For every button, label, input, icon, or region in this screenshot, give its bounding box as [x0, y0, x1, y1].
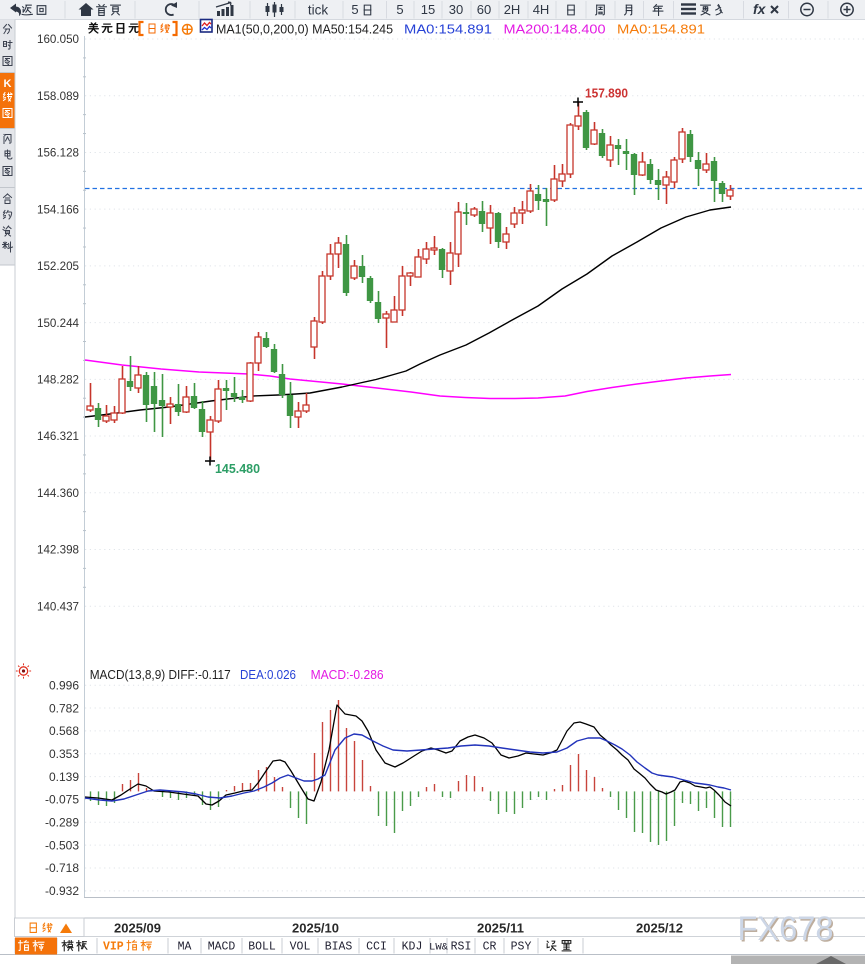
- svg-text:CR: CR: [483, 941, 497, 954]
- svg-text:4H: 4H: [533, 2, 550, 17]
- svg-text:5: 5: [396, 2, 403, 17]
- svg-text:2025/09: 2025/09: [114, 922, 161, 936]
- svg-text:MA: MA: [178, 941, 192, 954]
- svg-text:0.353: 0.353: [49, 747, 79, 761]
- svg-text:30: 30: [449, 2, 463, 17]
- svg-text:154.166: 154.166: [37, 202, 79, 216]
- svg-text:0.996: 0.996: [49, 678, 79, 692]
- svg-text:-0.289: -0.289: [45, 816, 79, 830]
- svg-text:148.282: 148.282: [37, 373, 79, 387]
- svg-text:152.205: 152.205: [37, 259, 79, 273]
- svg-text:KDJ: KDJ: [402, 941, 423, 954]
- svg-text:0.782: 0.782: [49, 701, 79, 715]
- svg-text:158.089: 158.089: [37, 89, 79, 103]
- svg-text:2025/11: 2025/11: [477, 922, 524, 936]
- svg-text:142.398: 142.398: [37, 543, 79, 557]
- svg-text:145.480: 145.480: [215, 462, 260, 476]
- svg-text:FX678: FX678: [739, 912, 835, 950]
- svg-text:BOLL: BOLL: [248, 941, 276, 954]
- svg-text:146.321: 146.321: [37, 429, 79, 443]
- svg-text:MA0:154.891: MA0:154.891: [617, 22, 705, 37]
- svg-text:2025/12: 2025/12: [636, 922, 683, 936]
- svg-text:BIAS: BIAS: [325, 941, 353, 954]
- svg-text:LW&: LW&: [429, 942, 449, 954]
- svg-text:CCI: CCI: [366, 941, 387, 954]
- svg-text:VOL: VOL: [290, 941, 311, 954]
- svg-text:160.050: 160.050: [37, 32, 79, 46]
- svg-text:MACD:-0.286: MACD:-0.286: [311, 667, 384, 682]
- svg-text:fx: fx: [753, 1, 767, 17]
- svg-text:2H: 2H: [504, 2, 521, 17]
- svg-text:140.437: 140.437: [37, 599, 79, 613]
- svg-text:FX678: FX678: [738, 910, 834, 948]
- svg-text:MACD: MACD: [208, 941, 236, 954]
- svg-text:-0.503: -0.503: [45, 838, 79, 852]
- svg-text:MACD(13,8,9) DIFF:-0.117: MACD(13,8,9) DIFF:-0.117: [90, 667, 231, 682]
- svg-text:60: 60: [477, 2, 491, 17]
- svg-text:MA200:148.400: MA200:148.400: [504, 22, 606, 37]
- svg-text:2025/10: 2025/10: [292, 922, 339, 936]
- svg-text:-0.932: -0.932: [45, 884, 79, 898]
- svg-text:0.139: 0.139: [49, 770, 79, 784]
- svg-text:MA1(50,0,200,0) MA50:154.245: MA1(50,0,200,0) MA50:154.245: [216, 22, 393, 37]
- svg-text:150.244: 150.244: [37, 316, 79, 330]
- svg-text:K: K: [4, 78, 12, 90]
- svg-text:157.890: 157.890: [585, 87, 628, 101]
- svg-text:0.568: 0.568: [49, 724, 79, 738]
- svg-text:-0.718: -0.718: [45, 861, 79, 875]
- svg-text:tick: tick: [308, 3, 329, 18]
- svg-text:15: 15: [421, 2, 435, 17]
- svg-text:MA0:154.891: MA0:154.891: [404, 22, 492, 37]
- svg-text:156.128: 156.128: [37, 146, 79, 160]
- svg-text:PSY: PSY: [511, 941, 532, 954]
- svg-text:-0.075: -0.075: [45, 793, 79, 807]
- svg-text:RSI: RSI: [451, 941, 472, 954]
- svg-text:DEA:0.026: DEA:0.026: [240, 667, 296, 682]
- svg-text:5: 5: [351, 2, 358, 17]
- svg-text:144.360: 144.360: [37, 486, 79, 500]
- svg-text:VIP: VIP: [103, 941, 124, 954]
